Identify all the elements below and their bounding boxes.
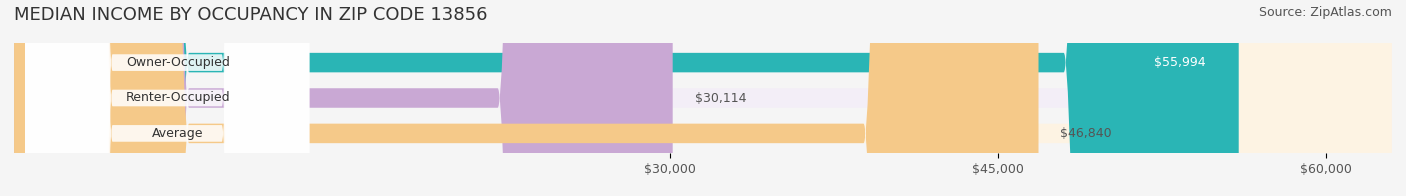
Text: $46,840: $46,840 [1060, 127, 1112, 140]
FancyBboxPatch shape [25, 0, 309, 196]
Text: Owner-Occupied: Owner-Occupied [127, 56, 231, 69]
Text: Renter-Occupied: Renter-Occupied [125, 92, 231, 104]
FancyBboxPatch shape [14, 0, 1239, 196]
Text: $30,114: $30,114 [695, 92, 747, 104]
Text: $55,994: $55,994 [1154, 56, 1206, 69]
FancyBboxPatch shape [14, 0, 1392, 196]
FancyBboxPatch shape [14, 0, 672, 196]
FancyBboxPatch shape [25, 0, 309, 196]
Text: Average: Average [152, 127, 204, 140]
FancyBboxPatch shape [25, 0, 309, 196]
FancyBboxPatch shape [14, 0, 1039, 196]
FancyBboxPatch shape [14, 0, 1392, 196]
Text: MEDIAN INCOME BY OCCUPANCY IN ZIP CODE 13856: MEDIAN INCOME BY OCCUPANCY IN ZIP CODE 1… [14, 6, 488, 24]
Text: Source: ZipAtlas.com: Source: ZipAtlas.com [1258, 6, 1392, 19]
FancyBboxPatch shape [14, 0, 1392, 196]
